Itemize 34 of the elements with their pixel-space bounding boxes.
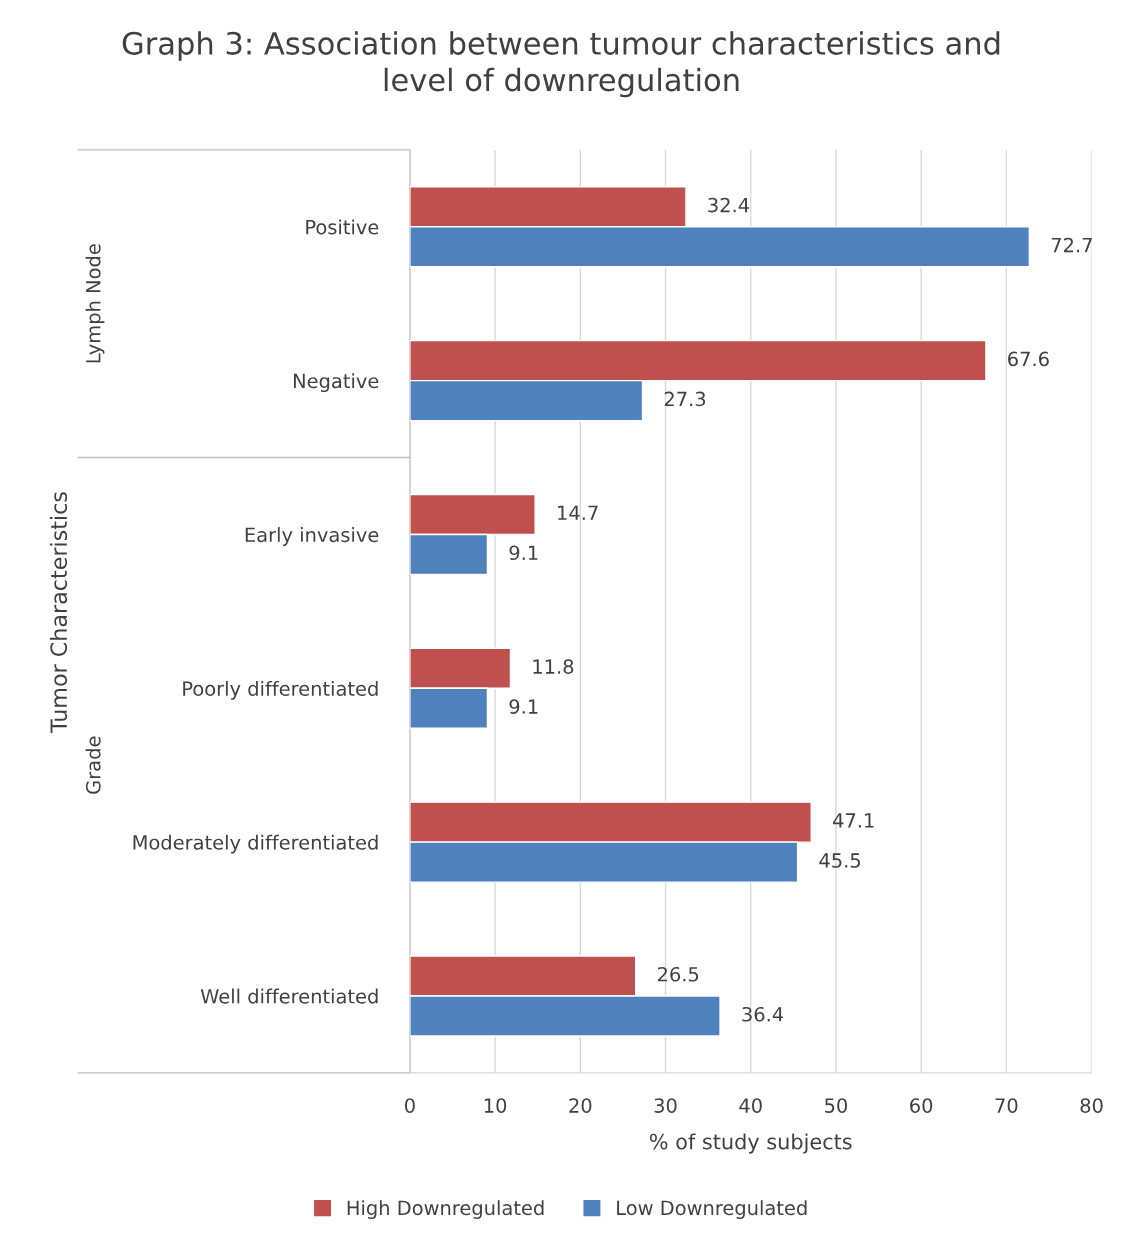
data-label: 26.5: [657, 966, 699, 982]
y-tick-label: Early invasive: [245, 527, 379, 546]
data-label: 32.4: [708, 197, 749, 213]
y-tick-label: Well differentiated: [200, 988, 378, 1004]
x-tick-label: 20: [569, 1098, 592, 1113]
data-label: 9.1: [509, 545, 538, 561]
legend-label: High Downregulated: [347, 1200, 544, 1220]
data-label: 47.1: [833, 813, 874, 828]
text: Grade: [85, 736, 101, 794]
y-tick-label: Positive: [306, 219, 379, 235]
data-label: 45.5: [819, 853, 861, 868]
x-tick-label: 50: [825, 1098, 848, 1113]
data-label: 11.8: [533, 659, 574, 674]
x-tick-label: 40: [739, 1098, 762, 1113]
x-tick-label: 60: [910, 1098, 933, 1113]
data-label: 9.1: [509, 699, 538, 714]
y-axis-title: Tumor Characteristics: [49, 492, 68, 734]
legend-label: Low Downregulated: [617, 1200, 807, 1220]
data-label: 72.7: [1051, 237, 1092, 253]
x-tick-label: 30: [654, 1098, 677, 1113]
text: Lymph Node: [85, 244, 105, 363]
data-label: 14.7: [558, 505, 598, 520]
y-tick-label: Negative: [293, 373, 379, 393]
x-tick-label: 0: [404, 1098, 415, 1113]
x-tick-label: 10: [484, 1098, 507, 1113]
data-label: 27.3: [664, 391, 706, 407]
y-tick-label: Moderately differentiated: [133, 834, 378, 854]
chart-title: Graph 3: Association between tumour characteristics and level of downregulation: [122, 31, 1000, 98]
x-tick-label: 80: [1080, 1098, 1103, 1113]
x-tick-label: 70: [995, 1098, 1018, 1113]
data-label: 36.4: [742, 1006, 784, 1022]
y-tick-label: Poorly differentiated: [183, 680, 378, 700]
x-axis-title: % of study subjects: [649, 1133, 852, 1154]
data-label: 67.6: [1008, 351, 1049, 367]
